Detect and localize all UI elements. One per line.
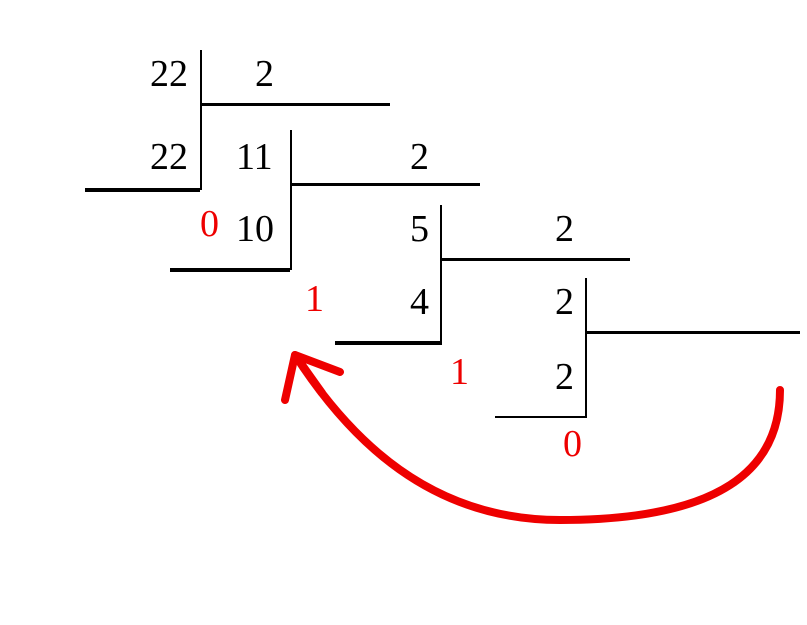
step3-vline: [585, 278, 587, 418]
step1-remainder: 1: [305, 280, 324, 318]
step2-remainder: 1: [450, 353, 469, 391]
step1-vline: [290, 130, 292, 270]
step0-hbot: [85, 188, 200, 192]
step3-hbot: [495, 416, 585, 418]
step2-sub: 4: [410, 283, 429, 321]
arrow-head: [285, 355, 340, 400]
step1-sub: 10: [236, 210, 274, 248]
step3-sub: 2: [555, 358, 574, 396]
step1-divisor: 2: [410, 138, 429, 176]
step1-quotient: 5: [410, 210, 429, 248]
step0-remainder: 0: [200, 205, 219, 243]
step0-dividend: 22: [150, 55, 188, 93]
step0-quotient: 11: [236, 138, 273, 176]
step2-hbot: [335, 341, 440, 345]
step2-vline: [440, 205, 442, 345]
step1-hbot: [170, 268, 290, 272]
step1-hmid: [290, 183, 480, 186]
step0-divisor: 2: [255, 55, 274, 93]
step0-hmid: [200, 103, 390, 106]
step2-hmid: [440, 258, 630, 261]
step2-quotient: 2: [555, 283, 574, 321]
step3-hmid: [585, 331, 800, 334]
step3-remainder: 0: [563, 425, 582, 463]
step0-sub: 22: [150, 138, 188, 176]
step0-vline: [200, 50, 202, 190]
read-direction-arrow-icon: [0, 0, 807, 625]
step2-divisor: 2: [555, 210, 574, 248]
arrow-body: [295, 355, 780, 520]
